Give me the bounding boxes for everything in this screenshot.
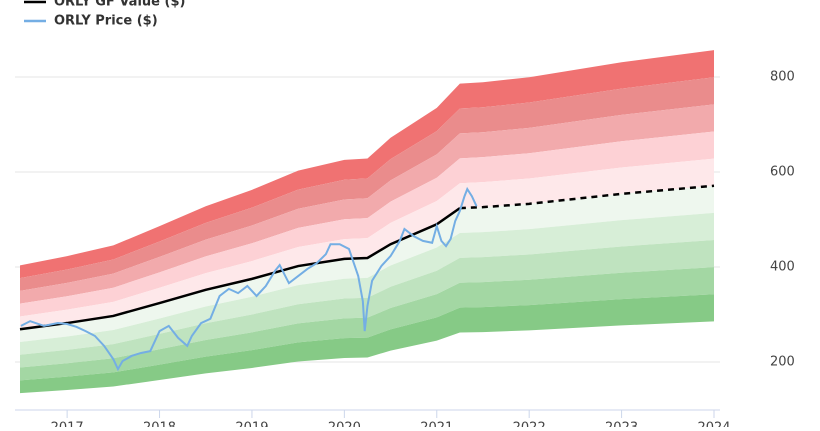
value-band bbox=[20, 131, 714, 317]
price-line bbox=[20, 186, 478, 372]
y-tick-label: 800 bbox=[770, 70, 795, 85]
x-tick-label: 2024 bbox=[697, 421, 730, 428]
y-tick-label: 600 bbox=[770, 165, 795, 180]
x-tick-label: 2018 bbox=[143, 421, 176, 428]
value-band bbox=[20, 158, 714, 330]
legend-label: ORLY Price ($) bbox=[54, 14, 158, 29]
value-band bbox=[20, 77, 714, 291]
x-tick-label: 2017 bbox=[51, 421, 84, 428]
x-tick-label: 2021 bbox=[420, 421, 453, 428]
value-band bbox=[20, 185, 714, 343]
y-tick-label: 400 bbox=[770, 260, 795, 275]
value-band bbox=[20, 212, 714, 355]
x-tick-label: 2020 bbox=[328, 421, 361, 428]
value-band bbox=[20, 104, 714, 304]
y-tick-label: 200 bbox=[770, 355, 795, 370]
value-band bbox=[20, 267, 714, 381]
value-band bbox=[20, 50, 714, 279]
value-band bbox=[20, 294, 714, 394]
x-tick-label: 2019 bbox=[235, 421, 268, 428]
x-tick-label: 2023 bbox=[605, 421, 638, 428]
gf-value-line bbox=[459, 184, 715, 210]
x-tick-label: 2022 bbox=[513, 421, 546, 428]
legend-label: ORLY GF Value ($) bbox=[54, 0, 185, 10]
